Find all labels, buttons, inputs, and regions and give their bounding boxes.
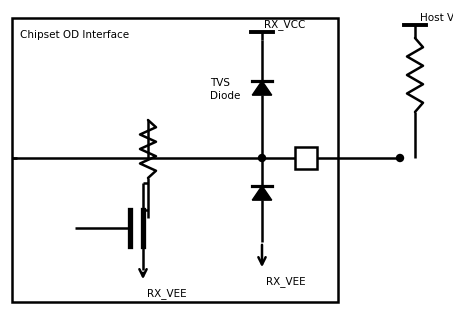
Circle shape (396, 154, 404, 161)
Circle shape (259, 154, 265, 161)
Text: RX_VEE: RX_VEE (266, 276, 306, 287)
Text: Host VCC: Host VCC (420, 13, 453, 23)
Text: TVS: TVS (210, 78, 230, 88)
Polygon shape (252, 186, 272, 200)
FancyBboxPatch shape (295, 147, 317, 169)
FancyBboxPatch shape (12, 18, 338, 302)
Text: RX_VCC: RX_VCC (264, 19, 305, 30)
Text: RX_VEE: RX_VEE (147, 288, 187, 299)
Text: Diode: Diode (210, 91, 241, 101)
Polygon shape (252, 81, 272, 95)
Text: Chipset OD Interface: Chipset OD Interface (20, 30, 129, 40)
